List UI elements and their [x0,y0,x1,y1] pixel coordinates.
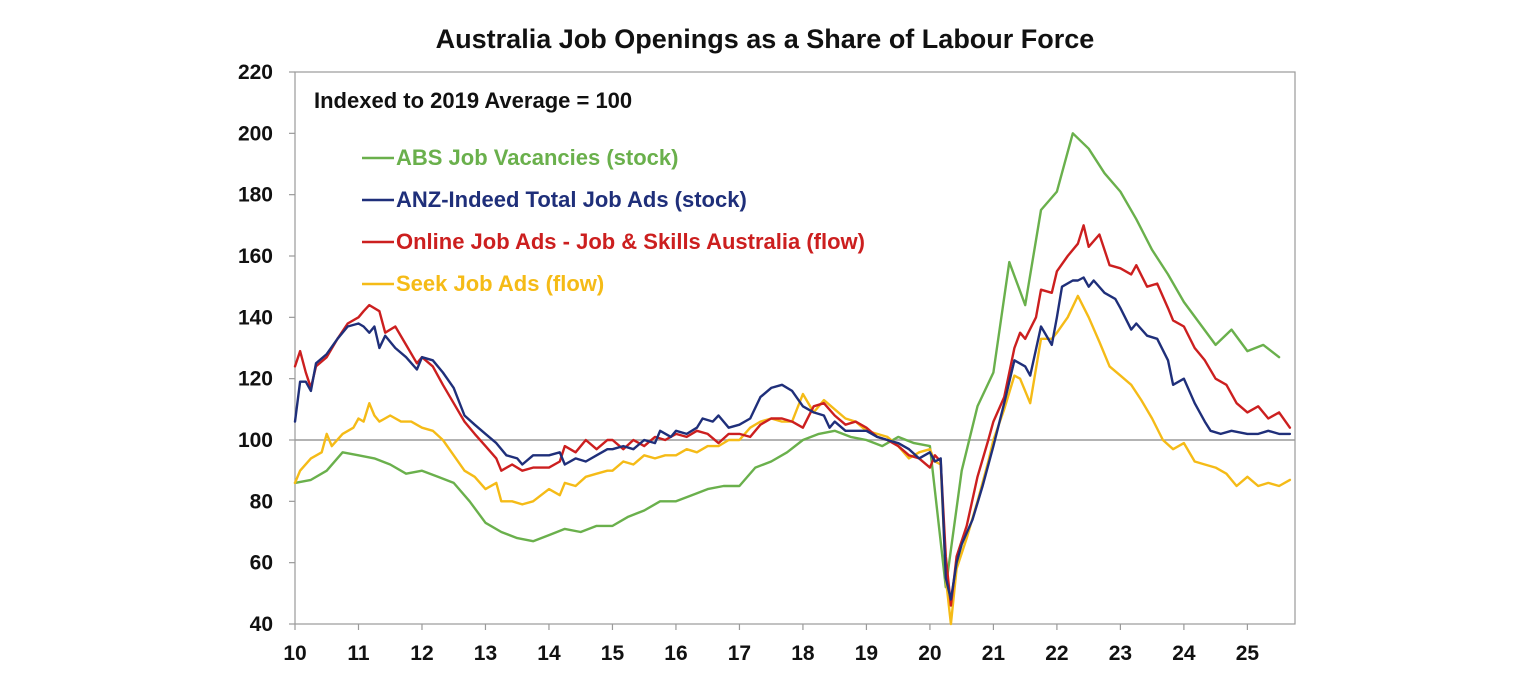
legend: ABS Job Vacancies (stock) ANZ-Indeed Tota… [362,145,865,296]
y-tick-label: 40 [250,613,273,636]
x-tick-label: 16 [664,642,687,665]
index-note: Indexed to 2019 Average = 100 [314,88,632,113]
x-tick-label: 22 [1045,642,1068,665]
x-tick-label: 18 [791,642,815,665]
y-tick-label: 140 [238,306,273,329]
x-axis: 10 11 12 13 14 15 16 17 18 19 20 21 22 23 24 25 [283,624,1259,665]
series-lines [293,132,1292,626]
y-tick-label: 80 [250,490,273,513]
series-line-2 [293,224,1292,607]
x-tick-label: 12 [410,642,433,665]
y-tick-label: 220 [238,61,273,84]
x-tick-label: 25 [1236,642,1260,665]
x-tick-label: 13 [474,642,497,665]
y-tick-label: 120 [238,368,273,391]
x-tick-label: 24 [1172,642,1196,665]
y-tick-label: 160 [238,245,273,268]
legend-label: ABS Job Vacancies (stock) [396,145,678,170]
y-tick-label: 180 [238,184,273,207]
plot-area [294,71,1296,625]
x-tick-label: 19 [855,642,878,665]
x-tick-label: 17 [728,642,751,665]
y-tick-label: 200 [238,122,273,145]
series-line-3 [293,294,1292,626]
legend-label: Online Job Ads - Job & Skills Australia … [396,229,865,254]
x-tick-label: 21 [982,642,1006,665]
y-tick-label: 100 [238,429,273,452]
chart-title: Australia Job Openings as a Share of Lab… [436,24,1095,54]
legend-label: ANZ-Indeed Total Job Ads (stock) [396,187,747,212]
x-tick-label: 11 [347,642,370,665]
x-tick-label: 20 [918,642,941,665]
y-tick-label: 60 [250,552,273,575]
x-tick-label: 14 [537,642,561,665]
x-tick-label: 23 [1109,642,1132,665]
legend-label: Seek Job Ads (flow) [396,271,604,296]
series-line-0 [293,132,1281,589]
x-tick-label: 10 [283,642,306,665]
y-axis: 40 60 80 100 120 140 160 180 200 220 [238,61,295,636]
series-line-1 [293,276,1292,601]
x-tick-label: 15 [601,642,625,665]
